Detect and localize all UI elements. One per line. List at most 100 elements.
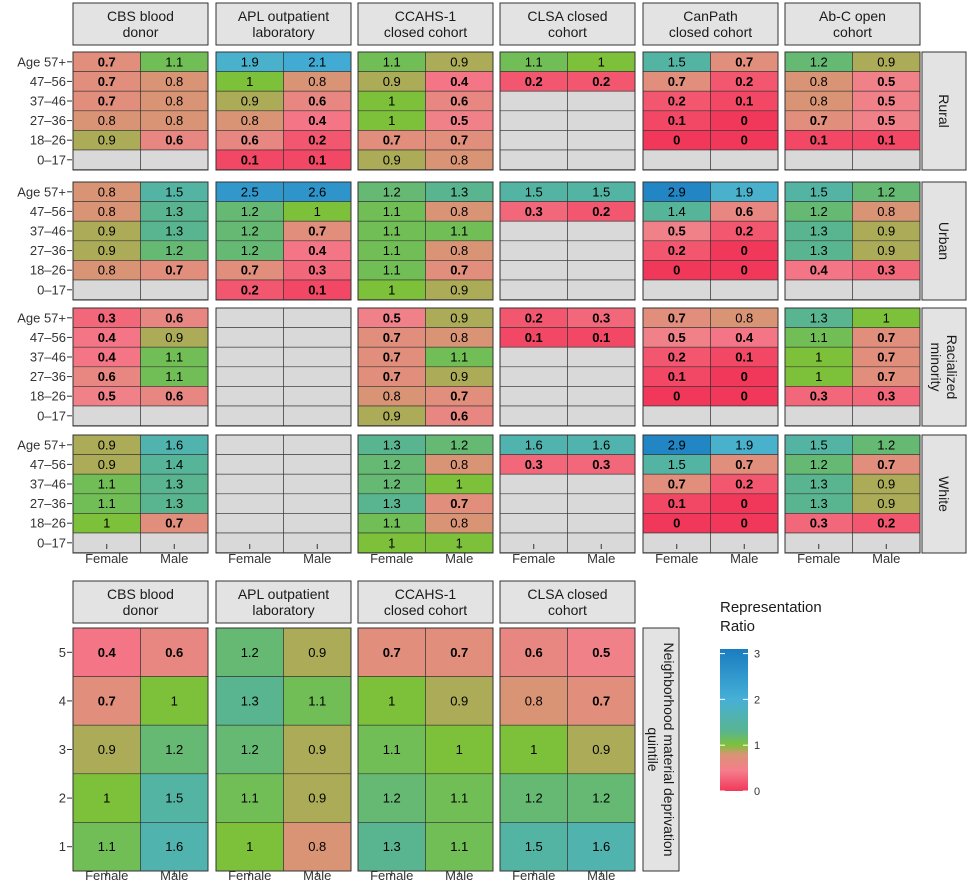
y-tick-urban-47-56: 47–56 [30,204,66,219]
cell-value: 1.1 [383,224,401,239]
y-tick-white-47-56: 47–56 [30,457,66,472]
legend-title-line2: Ratio [720,618,755,635]
panel-border [499,307,636,427]
cell-value: 0.7 [877,350,895,365]
cell-value: 0.8 [98,204,116,219]
cell-value: 0.9 [308,645,326,660]
cell-value: 0.7 [450,263,468,278]
cell-value: 1.2 [383,457,401,472]
cell-value: 0.7 [165,516,183,531]
heat-cell-white-apl-outpatient-laboratory-0-17-male [283,532,352,553]
cell-value: 0.2 [525,310,543,325]
deprivation-cell-cbs-blood-donor-q2-female [72,773,141,823]
y-tick-rural-47-56: 47–56 [30,74,66,89]
cell-value: 1.1 [165,350,183,365]
cell-value: 1.1 [308,693,326,708]
heat-cell-white-clsa-closed-cohort-37-46-male [567,473,636,495]
cell-value: 1.1 [383,742,401,757]
cell-value: 0.9 [877,224,895,239]
heat-cell-racialized-minority-apl-outpatient-laboratory-27-36-female [215,366,284,387]
x-tick-male: Male [872,551,900,566]
deprivation-cell-ccahs-1-closed-cohort-q4-female [357,676,426,726]
heat-cell-rural-cbs-blood-donor-0-17-male [140,149,209,170]
cell-value: 1.2 [383,477,401,492]
heat-cell-urban-ab-c-open-cohort-0-17-male [852,279,921,300]
cell-value: 0.8 [735,310,753,325]
cell-value: 1.4 [668,204,686,219]
heat-cell-white-canpath-closed-cohort-0-17-female [642,532,711,553]
cell-value: 0.7 [383,645,401,660]
cell-value: 0.8 [450,152,468,167]
cell-value: 2.5 [241,184,259,199]
cell-value: 1 [388,535,395,550]
cell-value: 0.7 [877,369,895,384]
y-tick-urban-age-57: Age 57+ [17,184,66,199]
deprivation-cell-apl-outpatient-laboratory-q1-female [215,822,284,872]
facet-apl-outpatient-laboratory-label: APL outpatient laboratory [238,8,329,40]
heat-cell-white-apl-outpatient-laboratory-age-57-male [283,434,352,455]
cell-value: 1.4 [165,457,183,472]
bottom-facet-clsa-closed-cohort-strip [499,580,636,624]
cell-value: 0.9 [98,437,116,452]
y-tick-rural-0-17: 0–17 [37,152,66,167]
x-tick-female: Female [228,551,271,566]
cell-value: 0.2 [241,282,259,297]
heat-cell-urban-canpath-closed-cohort-0-17-male [710,279,779,300]
heat-cell-racialized-minority-clsa-closed-cohort-37-46-female [499,346,568,368]
heat-cell-rural-clsa-closed-cohort-37-46-female [499,90,568,112]
cell-value: 0.5 [450,113,468,128]
cell-value: 1.6 [592,839,610,854]
heat-cell-white-apl-outpatient-laboratory-37-46-male [283,473,352,495]
cell-value: 0.9 [98,224,116,239]
cell-value: 0.5 [592,645,610,660]
cell-value: 1.2 [165,243,183,258]
deprivation-cell-ccahs-1-closed-cohort-q5-male [425,627,494,677]
cell-value: 0.2 [668,94,686,109]
x-tick-female: Female [370,551,413,566]
cell-value: 1.2 [383,184,401,199]
facet-cbs-blood-donor-strip [72,2,209,46]
cell-value: 1.2 [525,791,543,806]
cell-value: 1.1 [450,839,468,854]
cell-value: 0.5 [98,389,116,404]
legend-tick-label: 3 [754,649,760,661]
cell-value: 1.2 [165,742,183,757]
heat-cell-racialized-minority-apl-outpatient-laboratory-47-56-male [283,327,352,348]
cell-value: 0.1 [735,350,753,365]
heat-cell-white-cbs-blood-donor-0-17-female [72,532,141,553]
cell-value: 0.7 [98,54,116,69]
deprivation-cell-apl-outpatient-laboratory-q1-male [283,822,352,872]
x-tick-female: Female [797,551,840,566]
cell-value: 1.6 [592,437,610,452]
heat-cell-urban-cbs-blood-donor-0-17-male [140,279,209,300]
cell-value: 0.4 [450,74,469,89]
heat-cell-white-apl-outpatient-laboratory-47-56-male [283,454,352,475]
heat-cell-rural-clsa-closed-cohort-0-17-male [567,149,636,170]
cell-value: 0 [741,113,748,128]
cell-value: 0.7 [877,457,895,472]
facet-canpath-closed-cohort-label: CanPath closed cohort [669,8,752,40]
heat-cell-urban-clsa-closed-cohort-18-26-female [499,260,568,281]
bottom-facet-clsa-closed-cohort-label: CLSA closed cohort [527,586,607,618]
x-tick-female: Female [655,551,698,566]
y-tick-racialized-minority-37-46: 37–46 [30,350,66,365]
heat-cell-racialized-minority-ab-c-open-cohort-0-17-male [852,405,921,426]
cell-value: 1.9 [241,54,259,69]
y-tick-rural-18-26: 18–26 [30,133,66,148]
cell-value: 0.8 [810,94,828,109]
heat-cell-rural-clsa-closed-cohort-0-17-female [499,149,568,170]
cell-value: 0.2 [592,204,610,219]
heat-cell-white-clsa-closed-cohort-27-36-male [567,493,636,514]
cell-value: 0 [741,389,748,404]
cell-value: 1 [246,74,253,89]
heat-cell-racialized-minority-apl-outpatient-laboratory-47-56-female [215,327,284,348]
deprivation-cell-clsa-closed-cohort-q3-female [499,724,568,775]
cell-value: 1.1 [450,350,468,365]
cell-value: 1.1 [383,243,401,258]
row-facet-racialized-minority-label: Racializedminority [928,335,960,400]
cell-value: 0.7 [668,477,686,492]
cell-value: 1.5 [165,184,183,199]
cell-value: 1.2 [241,645,259,660]
cell-value: 1.5 [525,184,543,199]
bottom-x-tick-female: Female [512,868,555,883]
